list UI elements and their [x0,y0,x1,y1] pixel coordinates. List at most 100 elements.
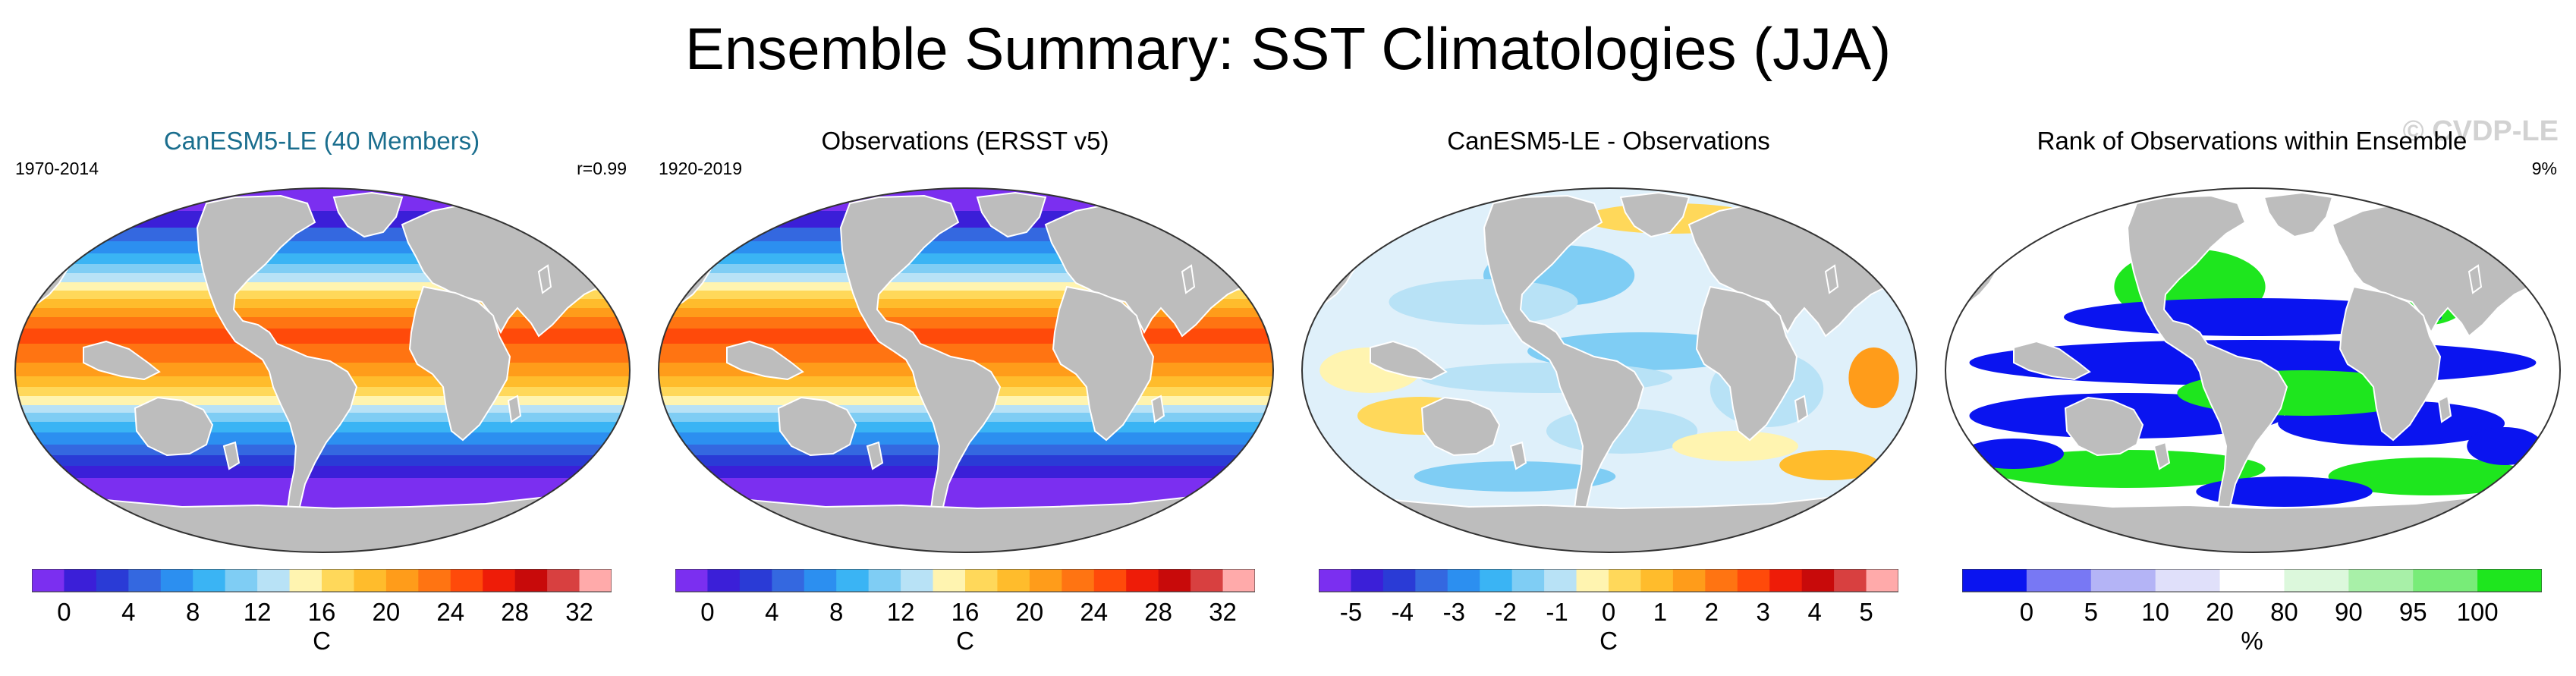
colorbar-swatch [1640,569,1674,592]
land-americas [2126,194,2288,533]
colorbar-swatch [772,569,805,592]
colorbar-unit: C [956,627,974,655]
colorbar-tick-label: 5 [2084,598,2098,626]
rank-patch [2467,427,2543,465]
rank-patch [2328,457,2530,495]
land-seasia [726,340,804,381]
sst-band [15,455,630,467]
difference-patch [1389,279,1578,325]
colorbar-swatch [450,569,483,592]
land-nz [2153,441,2171,470]
colorbar-tick-label: 20 [2206,598,2234,626]
colorbar-swatch [1866,569,1898,592]
colorbar-swatch [2026,569,2092,592]
sst-band [15,228,630,242]
colorbar: 0 5 10 20 80 90 95 100 [1962,569,2542,626]
colorbar-unit: % [2241,627,2263,655]
colorbar-swatch [547,569,580,592]
colorbar-swatch [96,569,129,592]
colorbar-tick-label: 80 [2270,598,2298,626]
colorbar-tick-label: 0 [2020,598,2033,626]
colorbar-swatch [2155,569,2221,592]
colorbar-swatch [579,569,612,592]
land-australia [134,396,214,457]
colorbar-tick-label: 32 [565,598,593,626]
panel-model-climatology: CanESM5-LE (40 Members) 1970-2014 r=0.99… [0,114,643,675]
colorbar-tick-label: 0 [700,598,714,626]
colorbar-swatch [2090,569,2156,592]
colorbar-swatch [1319,569,1351,592]
colorbar-swatch [2477,569,2542,592]
colorbar-swatch [1769,569,1803,592]
colorbar-frame [1319,569,1898,593]
colorbar-tick-label: 32 [1209,598,1237,626]
map-field [15,188,630,552]
colorbar-tick-label: 24 [436,598,464,626]
colorbar-swatch [1415,569,1448,592]
land-nz [1509,441,1527,470]
colorbar-swatch [1544,569,1577,592]
sst-band [15,466,630,479]
colorbar-swatch [1737,569,1770,592]
land-africa [408,285,511,442]
map-field [1302,188,1917,552]
colorbar: 04812162024283236 [32,569,612,626]
panel-title: Rank of Observations within Ensemble [2037,127,2467,155]
colorbar-swatch [225,569,258,592]
land-africa [2339,285,2442,442]
colorbar-tick-label: 20 [373,598,401,626]
panel-title: CanESM5-LE (40 Members) [163,127,480,155]
land-australia [777,396,857,457]
difference-patch [1848,347,1899,408]
correlation-label: r=0.99 [577,159,627,178]
sst-map [14,187,631,553]
colorbar-swatch [1190,569,1224,592]
colorbar-swatch [32,569,64,592]
colorbar-swatch [739,569,772,592]
map-field [659,188,1273,552]
land-africa [1695,285,1798,442]
land-seasia [1370,340,1448,381]
colorbar-swatch [1351,569,1384,592]
panel-title: CanESM5-LE - Observations [1447,127,1770,155]
colorbar-swatch [965,569,998,592]
colorbar-tick-label: 12 [887,598,915,626]
colorbar-tick-label: 10 [2141,598,2169,626]
sst-band [659,228,1273,242]
land-nz [222,441,241,470]
colorbar-swatch [514,569,548,592]
colorbar-tick-label: 16 [951,598,980,626]
colorbar-tick-label: 100 [2457,598,2499,626]
colorbar-unit: C [313,627,331,655]
colorbar-swatch [1126,569,1159,592]
colorbar-swatch [1093,569,1127,592]
land-australia [2064,396,2144,457]
sst-map [658,187,1274,553]
colorbar-tick-label: 2 [1705,598,1719,626]
land-seasia [2013,340,2091,381]
land-nz [866,441,884,470]
colorbar-swatch [1511,569,1545,592]
land-greenland [976,191,1047,238]
sst-band [659,455,1273,467]
sst-band [15,211,630,228]
colorbar-tick-label: 24 [1080,598,1108,626]
land-madagascar [1794,395,1809,423]
colorbar-swatch [1029,569,1062,592]
colorbar-tick-label: -2 [1495,598,1517,626]
colorbar-tick-label: 1 [1653,598,1667,626]
colorbar-swatch [322,569,354,592]
panel-difference: CanESM5-LE - Observations -5 -4 -3 -2 -1 0 1 2 3… [1287,114,1930,675]
colorbar-swatch [2348,569,2414,592]
land-africa [1052,285,1155,442]
colorbar-tick-label: 0 [1602,598,1615,626]
colorbar-tick-label: 4 [1807,598,1821,626]
map-outline [1945,187,2561,553]
colorbar-swatch [1609,569,1641,592]
sst-band [15,188,630,212]
colorbar-tick-label: 8 [829,598,843,626]
colorbar-tick-label: 16 [308,598,336,626]
difference-patch [1672,431,1798,461]
colorbar-swatch [901,569,934,592]
difference-map [1301,187,1917,553]
